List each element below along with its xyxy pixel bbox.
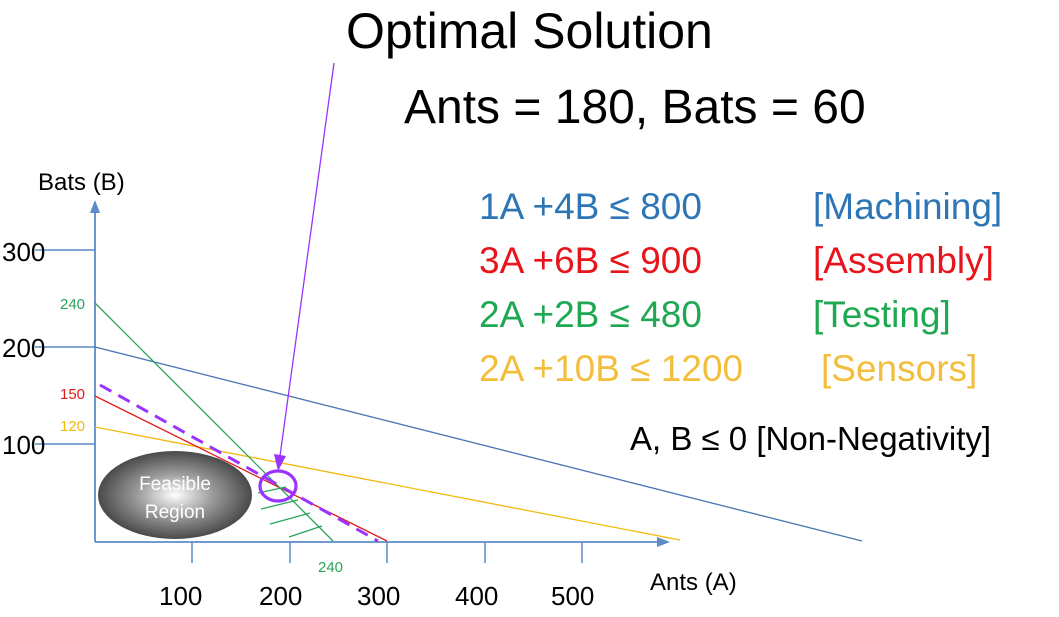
sensors-line [94, 426, 681, 541]
constraint-testing-expr: 2A +2B ≤ 480 [479, 294, 702, 335]
y-tick-label-300: 300 [2, 237, 45, 267]
non-negativity-constraint: A, B ≤ 0 [Non-Negativity] [630, 420, 992, 457]
testing-a-intercept-label: 240 [318, 559, 343, 576]
y-tick-label-200: 200 [2, 333, 45, 363]
optimal-pointer-arrowhead [274, 454, 286, 471]
x-axis-arrow [657, 537, 670, 547]
constraint-assembly-name: [Assembly] [813, 240, 994, 281]
subtitle: Ants = 180, Bats = 60 [404, 81, 866, 134]
title: Optimal Solution [346, 3, 713, 59]
y-tick-label-100: 100 [2, 430, 45, 460]
constraint-testing-name: [Testing] [813, 294, 951, 335]
testing-hatch [257, 486, 323, 538]
feasible-region-blob [98, 451, 252, 539]
x-tick-label-400: 400 [455, 581, 498, 611]
constraint-machining-name: [Machining] [813, 186, 1003, 227]
constraint-assembly-expr: 3A +6B ≤ 900 [479, 240, 702, 281]
testing-b-intercept-label: 240 [60, 296, 85, 313]
y-axis-arrow [90, 200, 100, 213]
constraint-machining-expr: 1A +4B ≤ 800 [479, 186, 702, 227]
optimal-pointer-arrow [279, 62, 335, 457]
sensors-b-intercept-label: 120 [60, 418, 85, 435]
x-tick-label-300: 300 [357, 581, 400, 611]
assembly-line [94, 395, 388, 542]
y-axis-label: Bats (B) [38, 169, 125, 196]
assembly-b-intercept-label: 150 [60, 386, 85, 403]
objective-dashed-line [99, 383, 379, 543]
feasible-region-label-line2: Region [145, 502, 205, 523]
machining-line [94, 346, 863, 542]
x-axis-label: Ants (A) [650, 569, 737, 596]
x-tick-label-200: 200 [259, 581, 302, 611]
constraint-sensors-expr: 2A +10B ≤ 1200 [479, 348, 744, 389]
x-tick-label-500: 500 [551, 581, 594, 611]
constraint-sensors-name: [Sensors] [821, 348, 978, 389]
x-tick-label-100: 100 [159, 581, 202, 611]
feasible-region-label-line1: Feasible [139, 474, 211, 495]
